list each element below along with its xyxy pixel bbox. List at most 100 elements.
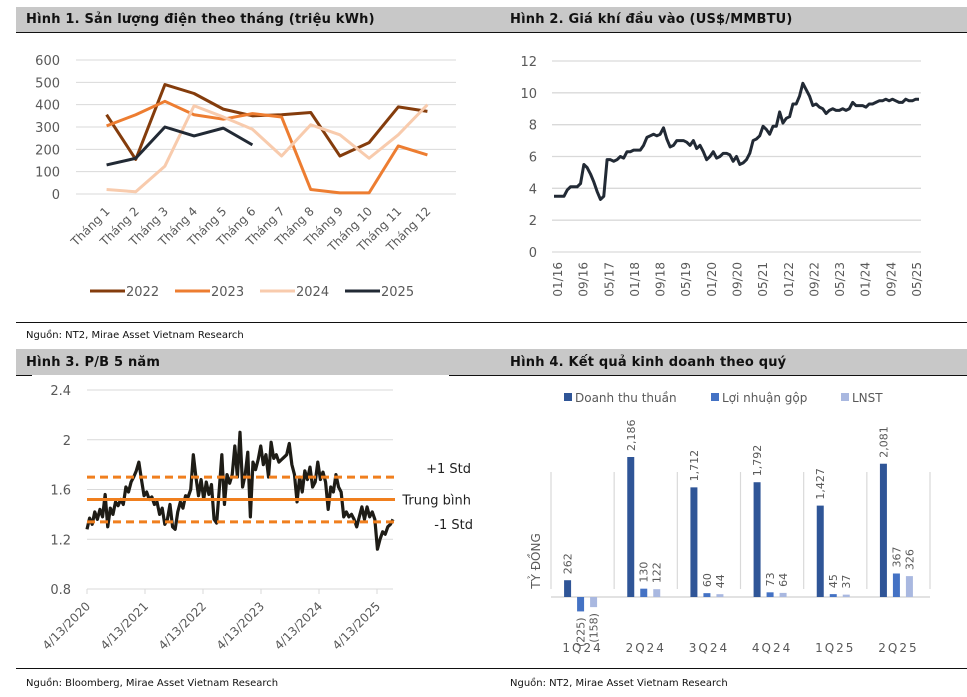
x-tick-label: 05/25 <box>910 262 924 297</box>
bar-doanh-thu-thuần <box>816 505 824 597</box>
bar-lợi-nhuận-gộp <box>640 588 648 597</box>
y-tick-label: 2.4 <box>50 384 71 399</box>
legend-swatch <box>564 393 572 401</box>
series-line-2024 <box>106 103 429 194</box>
legend-swatch <box>711 393 719 401</box>
bar-doanh-thu-thuần <box>690 487 698 597</box>
y-tick-label: 300 <box>35 121 60 136</box>
figure3-title: Hình 3. P/B 5 năm <box>26 355 161 370</box>
figure4-title: Hình 4. Kết quả kinh doanh theo quý <box>510 355 787 370</box>
figure2-title: Hình 2. Giá khí đầu vào (US$/MMBTU) <box>510 12 793 27</box>
figure3-header <box>16 349 967 375</box>
bar-lợi-nhuận-gộp <box>766 592 774 597</box>
x-tick-label: 05/19 <box>679 262 693 297</box>
bar-doanh-thu-thuần <box>627 457 635 597</box>
data-label: 1,792 <box>751 445 764 477</box>
figure3-header-rule-right <box>449 375 967 376</box>
data-label: (158) <box>588 613 601 643</box>
x-tick-label: 4/13/2021 <box>98 599 151 652</box>
figure4-source: Nguồn: NT2, Mirae Asset Vietnam Research <box>510 678 728 689</box>
y-tick-label: 6 <box>529 151 537 166</box>
series-line-pb <box>85 430 395 551</box>
x-tick-label: 3Q24 <box>689 641 729 655</box>
data-label: 60 <box>701 573 714 587</box>
figure1-header <box>16 7 967 33</box>
bar-lnst <box>716 594 724 597</box>
x-tick-label: 4/13/2020 <box>40 599 93 652</box>
y-tick-label: 1.6 <box>50 484 71 499</box>
x-tick-label: 4/13/2025 <box>330 599 383 652</box>
data-label: 2,186 <box>625 420 638 452</box>
x-tick-label: 01/20 <box>705 262 719 297</box>
x-tick-label: 2Q24 <box>626 641 666 655</box>
legend-label: 2022 <box>126 285 159 300</box>
figure1-title: Hình 1. Sản lượng điện theo tháng (triệu… <box>26 12 375 27</box>
x-tick-label: 01/22 <box>782 262 796 297</box>
data-label: 2,081 <box>877 426 890 458</box>
x-tick-label: 05/21 <box>756 262 770 297</box>
x-tick-label: 1Q25 <box>815 641 855 655</box>
x-tick-label: 05/23 <box>833 262 847 297</box>
data-label: 262 <box>562 553 575 574</box>
bar-lợi-nhuận-gộp <box>577 597 585 612</box>
band-label: Trung bình <box>401 493 471 508</box>
y-tick-label: 1.2 <box>50 533 71 548</box>
data-label: 37 <box>840 575 853 589</box>
bar-lnst <box>905 576 913 597</box>
y-tick-label: 4 <box>529 182 537 197</box>
figure-footer-rule <box>16 668 967 669</box>
legend-label: Lợi nhuận gộp <box>722 391 807 405</box>
y-tick-label: 400 <box>35 99 60 114</box>
legend-label: 2023 <box>211 285 244 300</box>
series-line-2025 <box>106 125 254 167</box>
band-label: +1 Std <box>426 462 471 477</box>
data-label: 367 <box>890 546 903 567</box>
legend-label: LNST <box>852 391 883 405</box>
x-tick-label: 05/17 <box>602 262 616 297</box>
x-tick-label: 01/24 <box>859 262 873 297</box>
data-label: 122 <box>651 562 664 583</box>
figure4-chart: Doanh thu thuần Lợi nhuận gộp LNST TỶ ĐỒNG 2… <box>527 391 931 655</box>
bar-lnst <box>779 592 787 597</box>
y-tick-label: 2 <box>529 214 537 229</box>
figure1-header-rule <box>16 32 967 33</box>
x-tick-label: 09/18 <box>654 262 668 297</box>
y-tick-label: 0 <box>52 188 60 203</box>
figure2-chart: 0 2 4 6 8 10 12 01/16 09/16 05/17 01/18 09/18 05/19 0… <box>520 55 924 297</box>
figure1-footer-rule <box>16 322 967 323</box>
bar-lnst <box>653 589 661 597</box>
data-label: 130 <box>638 562 651 583</box>
figure3-chart: 0.8 1.2 1.6 2 2.4 4/13/2020 4/13/2021 4/13/2022… <box>40 384 473 653</box>
legend-swatch <box>841 393 849 401</box>
legend-label: Doanh thu thuần <box>575 391 677 405</box>
x-tick-label: 4/13/2023 <box>214 599 267 652</box>
y-tick-label: 100 <box>35 166 60 181</box>
y-tick-label: 0.8 <box>50 583 71 598</box>
data-label: 45 <box>827 574 840 588</box>
bar-lnst <box>590 597 598 608</box>
bar-lợi-nhuận-gộp <box>892 573 900 597</box>
series-line-2023 <box>106 99 428 195</box>
figure3-source: Nguồn: Bloomberg, Mirae Asset Vietnam Re… <box>26 678 279 689</box>
y-axis-label: TỶ ĐỒNG <box>527 533 543 590</box>
y-tick-label: 600 <box>35 54 60 69</box>
y-tick-label: 0 <box>529 246 537 261</box>
y-tick-label: 500 <box>35 76 60 91</box>
y-tick-label: 200 <box>35 143 60 158</box>
bar-lợi-nhuận-gộp <box>703 593 711 597</box>
bar-lợi-nhuận-gộp <box>829 594 837 597</box>
x-tick-label: 4Q24 <box>752 641 792 655</box>
x-tick-label: 09/24 <box>884 262 898 297</box>
legend-label: 2025 <box>381 285 414 300</box>
x-tick-label: 2Q25 <box>878 641 918 655</box>
y-tick-label: 10 <box>520 87 537 102</box>
data-label: 44 <box>714 574 727 588</box>
bar-doanh-thu-thuần <box>564 580 572 597</box>
x-tick-label: 01/16 <box>551 262 565 297</box>
x-tick-label: 09/20 <box>731 262 745 297</box>
data-label: 1,712 <box>688 450 701 482</box>
data-label: 326 <box>903 549 916 570</box>
bar-doanh-thu-thuần <box>879 463 887 597</box>
x-tick-label: 1Q24 <box>562 641 602 655</box>
x-tick-label: 09/22 <box>807 262 821 297</box>
